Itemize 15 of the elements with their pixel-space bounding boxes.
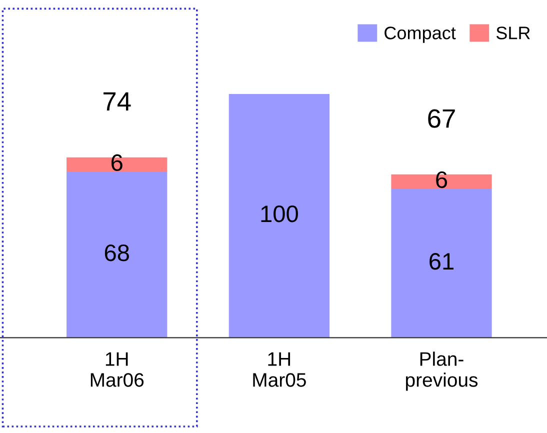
data-label: 100: [261, 205, 298, 222]
x-tick-label: 1H Mar06: [90, 352, 144, 387]
data-label: 6: [112, 154, 122, 172]
data-label: 68: [104, 244, 129, 262]
x-tick-label: 1H Mar05: [253, 352, 306, 387]
bar: [66, 172, 168, 338]
data-label: 6: [436, 171, 448, 188]
bar: [228, 94, 330, 338]
total-label: 74: [104, 92, 131, 111]
total-label: 67: [428, 109, 455, 128]
x-tick-label: Plan- previous: [406, 352, 478, 391]
bar: [391, 189, 492, 338]
legend-label: Compact: [384, 26, 456, 43]
legend-label: SLR: [496, 26, 530, 40]
data-label: 61: [430, 253, 454, 270]
